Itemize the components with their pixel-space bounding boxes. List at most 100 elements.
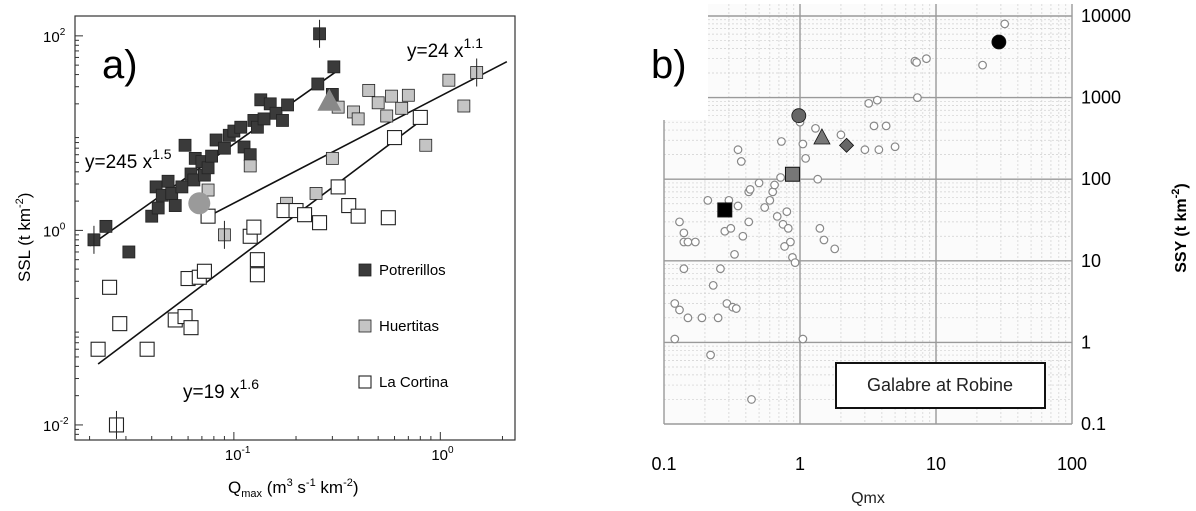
- panel-b-point: [801, 153, 811, 163]
- panel-a-point-la-cortina: [350, 208, 366, 224]
- panel-b-x-tick-label: 0.1: [651, 454, 676, 474]
- panel-b-y-axis-title: SSY (t km-2): [1170, 183, 1190, 273]
- panel-b-y-tick-label: 1: [1081, 332, 1091, 352]
- panel-a-fit-line: [201, 60, 508, 221]
- panel-b-annotation-box: [835, 362, 1046, 409]
- panel-b-point-diamond: [839, 137, 855, 153]
- panel-a-point-potrerillos: [205, 149, 218, 163]
- panel-a-point-huertitas: [401, 88, 415, 102]
- panel-b-point: [922, 54, 931, 64]
- panel-a-point-potrerillos: [281, 98, 294, 112]
- legend-swatch: [358, 375, 372, 389]
- panel-a-point-la-cortina: [330, 179, 346, 195]
- panel-b-point: [754, 178, 764, 188]
- panel-b-point: [881, 121, 891, 131]
- panel-b-point: [708, 280, 718, 290]
- panel-a-label: a): [102, 43, 138, 87]
- panel-a-ticks: 10-1 100 10-2 100 102: [43, 27, 503, 464]
- panel-b-x-tick-label: 1: [795, 454, 805, 474]
- panel-b-point: [776, 173, 785, 182]
- panel-a-point-potrerillos: [243, 148, 257, 162]
- panel-b-point: [745, 184, 755, 194]
- panel-b-point: [813, 174, 823, 184]
- panel-b-point: [733, 145, 743, 155]
- panel-b-point: [790, 258, 800, 268]
- panel-a-point-potrerillos: [175, 180, 189, 194]
- panel-a-fit-equation: y=24 x1.1: [407, 35, 483, 62]
- panel-a-point-potrerillos: [311, 77, 325, 91]
- panel-a-point-la-cortina: [297, 207, 313, 223]
- panel-b-point: [1000, 19, 1010, 29]
- panel-a-fit-equation: y=245 x1.5: [85, 146, 172, 173]
- panel-a-point-huertitas: [442, 73, 456, 87]
- panel-a-point-huertitas: [395, 101, 409, 115]
- panel-b-point: [869, 121, 879, 131]
- panel-b-y-tick-label: 10: [1081, 251, 1101, 271]
- panel-b-point: [782, 207, 792, 217]
- panel-b-point-square: [784, 166, 800, 182]
- panel-b-point: [811, 123, 820, 133]
- panel-a-point-huertitas: [457, 99, 471, 113]
- panel-b-point: [770, 180, 779, 190]
- panel-a-point-potrerillos: [122, 245, 136, 259]
- panel-b-point: [697, 313, 707, 323]
- panel-b-point: [786, 237, 795, 247]
- panel-a-point-potrerillos: [161, 174, 175, 188]
- panel-b-point: [670, 334, 680, 344]
- panel-a-point-circle: [188, 192, 211, 215]
- panel-b-x-axis-title: Qmx: [851, 490, 885, 507]
- panel-a-point-huertitas: [385, 89, 398, 103]
- panel-a-point-huertitas: [380, 109, 394, 123]
- panel-a-point-la-cortina: [249, 252, 265, 268]
- legend-label: Potrerillos: [379, 262, 446, 279]
- panel-b-point: [703, 195, 713, 205]
- panel-a-point-potrerillos: [151, 201, 165, 215]
- panel-a-point-la-cortina: [196, 263, 212, 279]
- panel-b-point: [706, 350, 715, 360]
- panel-b-point: [874, 145, 884, 155]
- panel-a-legend: Potrerillos Huertitas La Cortina: [358, 262, 449, 391]
- panel-b-point: [716, 264, 725, 274]
- panel-b-annotation: Galabre at Robine: [867, 375, 1013, 395]
- panel-a-point-potrerillos: [257, 112, 271, 126]
- panel-a-point-huertitas: [419, 138, 433, 152]
- panel-b-point: [912, 58, 921, 67]
- panel-b-ticks: 0.1 1 10 100 0.1 1 10 100 1000 10000: [651, 6, 1131, 474]
- panel-a-equations: y=245 x1.5 y=24 x1.1 y=19 x1.6: [85, 35, 483, 403]
- panel-a-marks: [87, 19, 484, 439]
- panel-a-point-huertitas: [243, 159, 257, 173]
- panel-b-point: [726, 223, 736, 233]
- panel-a-point-potrerillos: [234, 120, 248, 134]
- panel-b-point: [765, 195, 775, 205]
- panel-b-marks: [670, 19, 1010, 404]
- panel-a-point-huertitas: [309, 187, 323, 200]
- panel-a-point-la-cortina: [412, 109, 428, 125]
- panel-a-point-la-cortina: [249, 267, 265, 283]
- panel-a-y-axis-title: SSL (t km-2): [14, 193, 34, 282]
- panel-a-point-potrerillos: [218, 141, 231, 155]
- panel-b-point: [815, 223, 825, 233]
- panel-a-point-potrerillos: [168, 199, 182, 212]
- panel-a-x-axis-title: Qmax (m3 s-1 km-2): [228, 477, 359, 500]
- panel-b-point: [730, 249, 739, 259]
- panel-a-fit-line: [97, 118, 424, 365]
- panel-b-point: [731, 304, 741, 313]
- panel-a-x-tick-label: 10-1: [225, 445, 251, 464]
- panel-a-point-potrerillos: [99, 219, 113, 233]
- panel-a-point-la-cortina: [102, 279, 118, 295]
- panel-b-point: [744, 217, 754, 227]
- panel-b-point: [675, 217, 684, 227]
- panel-b-y-tick-label: 100: [1081, 169, 1111, 189]
- panel-a-point-la-cortina: [139, 341, 155, 357]
- panel-b-y-tick-label: 1000: [1081, 88, 1121, 108]
- panel-a-point-potrerillos: [201, 161, 215, 175]
- panel-b-point: [683, 237, 693, 247]
- panel-b-point: [747, 395, 756, 404]
- legend-label: La Cortina: [379, 374, 449, 391]
- panel-b-point: [819, 235, 829, 245]
- panel-a-point-huertitas: [362, 83, 376, 97]
- panel-b-y-tick-label: 0.1: [1081, 414, 1106, 434]
- panel-b-point-circle: [991, 34, 1007, 50]
- panel-b-point: [690, 237, 700, 247]
- panel-a-point-la-cortina: [246, 219, 262, 235]
